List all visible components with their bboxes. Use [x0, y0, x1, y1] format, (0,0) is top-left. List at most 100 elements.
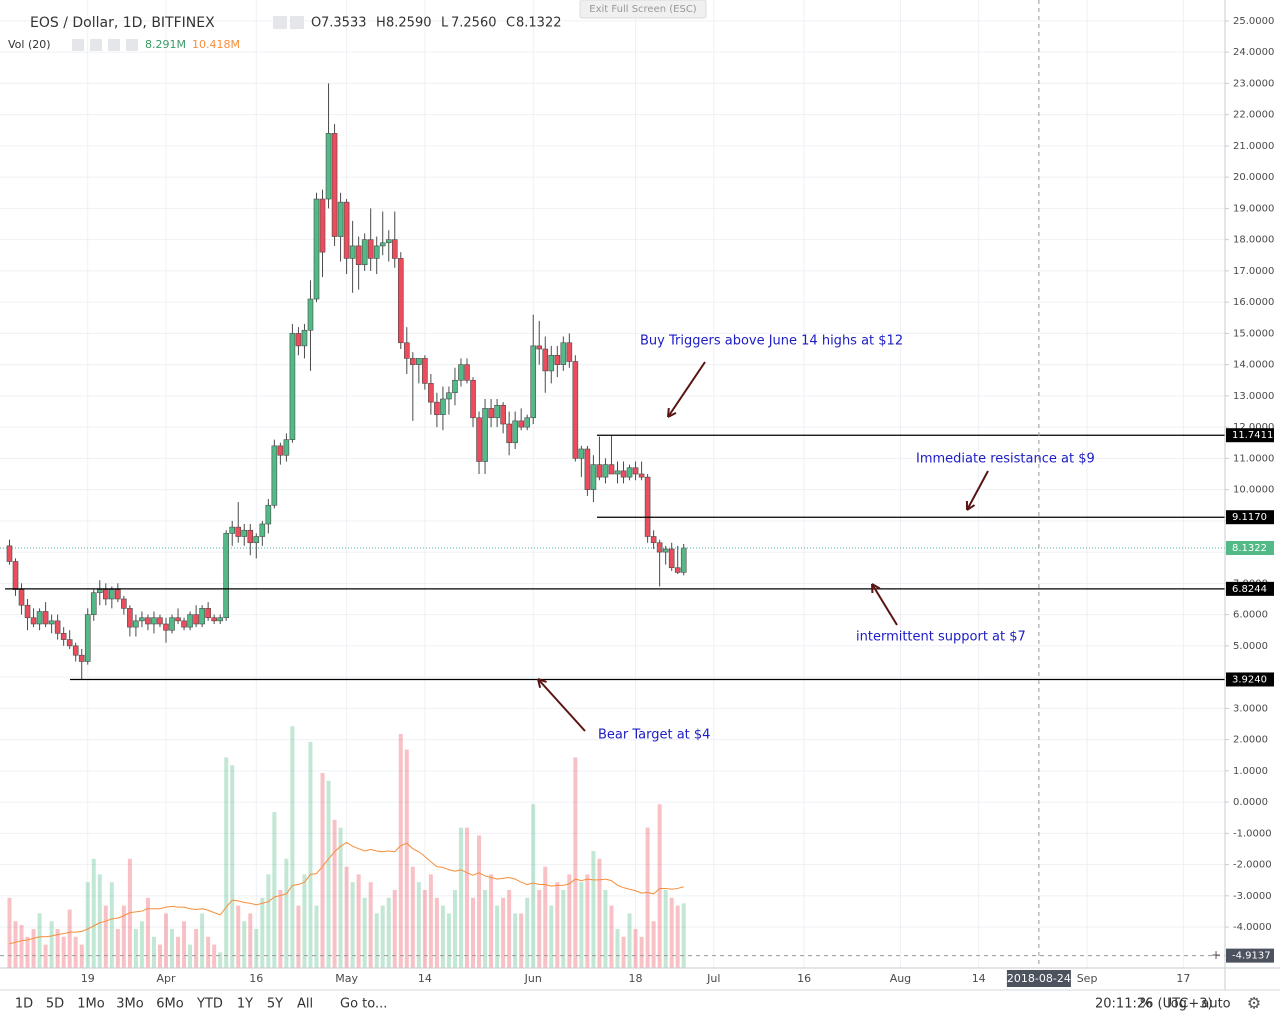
arrow-shaft — [537, 678, 586, 732]
volume-bar — [37, 913, 42, 968]
volume-bar — [446, 913, 451, 968]
y-tick-label: 3.0000 — [1233, 703, 1268, 714]
volume-bar — [266, 874, 271, 968]
volume-bar — [236, 905, 241, 968]
candle-body — [36, 611, 43, 625]
candle-body — [361, 239, 368, 265]
volume-bar — [669, 897, 674, 968]
volume-bar — [603, 890, 608, 968]
volume-bar — [440, 905, 445, 968]
candle-body — [265, 504, 272, 525]
icon — [273, 16, 287, 29]
scale-option[interactable]: % — [1140, 997, 1152, 1012]
candle-body — [428, 383, 434, 403]
candle-body — [163, 623, 169, 631]
volume-bar — [362, 897, 367, 968]
volume-bar — [338, 827, 343, 968]
candle-body — [572, 361, 579, 459]
volume-bar — [434, 897, 439, 968]
volume-ma-line — [9, 841, 684, 945]
candle-body — [548, 354, 555, 372]
candle-body — [181, 620, 187, 628]
volume-bar — [157, 944, 162, 968]
candle-body — [416, 358, 422, 365]
y-tick-label: -4.0000 — [1233, 922, 1272, 933]
candle-body — [452, 379, 458, 394]
volume-bar — [284, 858, 289, 968]
volume-bar — [416, 882, 421, 968]
candle-body — [18, 589, 25, 606]
y-tick-label: 22.0000 — [1233, 110, 1274, 121]
candle-body — [391, 239, 398, 259]
y-tick-label: -1.0000 — [1233, 828, 1272, 839]
volume-bar — [651, 921, 656, 968]
arrow-head — [667, 411, 677, 418]
goto-button[interactable]: Go to... — [340, 997, 387, 1012]
candle-body — [638, 473, 645, 478]
candle-body — [632, 467, 639, 475]
candle-body — [301, 329, 308, 347]
annotation: Immediate resistance at $9 — [916, 452, 1095, 467]
range-button[interactable]: 5Y — [267, 997, 283, 1012]
x-tick-label: 14 — [418, 972, 432, 985]
range-button[interactable]: 5D — [46, 997, 64, 1012]
range-button[interactable]: 3Mo — [116, 997, 143, 1012]
ohlc-key: H — [376, 16, 386, 31]
range-button[interactable]: 1Mo — [77, 997, 104, 1012]
volume-bar — [206, 936, 211, 968]
range-button[interactable]: 1Y — [237, 997, 253, 1012]
candle-body — [139, 617, 145, 622]
scale-option[interactable]: auto — [1201, 997, 1230, 1012]
crosshair-x-label: 2018-08-24 — [1007, 972, 1071, 985]
volume-bar — [525, 897, 530, 968]
candle-body — [42, 611, 49, 625]
exit-fullscreen-button[interactable] — [579, 0, 707, 19]
volume-bar — [380, 905, 385, 968]
y-tick-label: 0.0000 — [1233, 797, 1268, 808]
candle-body — [590, 464, 597, 490]
arrow-head — [667, 407, 670, 418]
volume-bar — [374, 913, 379, 968]
candle-body — [109, 589, 115, 600]
candle-body — [115, 589, 121, 600]
volume-bar — [519, 913, 524, 968]
y-tick-label: -2.0000 — [1233, 860, 1272, 871]
volume-bar — [633, 929, 638, 968]
y-tick-label: 19.0000 — [1233, 203, 1274, 214]
level-label: 11.7411 — [1232, 430, 1273, 441]
range-button[interactable]: All — [297, 997, 313, 1012]
ohlc-value: 7.3533 — [321, 16, 367, 31]
y-tick-label: 6.0000 — [1233, 610, 1268, 621]
candle-body — [608, 464, 615, 475]
volume-bar — [109, 882, 114, 968]
candle-body — [271, 445, 278, 506]
range-button[interactable]: YTD — [196, 997, 223, 1012]
candle-body — [500, 404, 506, 425]
y-tick-label: 12.0000 — [1233, 422, 1274, 433]
volume-bar — [7, 897, 12, 968]
scale-option[interactable]: log — [1167, 997, 1187, 1012]
exit-fullscreen-text[interactable]: Exit Full Screen (ESC) — [589, 4, 697, 15]
range-button[interactable]: 6Mo — [156, 997, 183, 1012]
volume-bar — [392, 890, 397, 968]
candle-body — [410, 358, 416, 365]
arrow-shaft — [871, 583, 898, 626]
candle-body — [12, 561, 19, 590]
volume-bar — [573, 757, 578, 968]
volume-bar — [200, 913, 205, 968]
volume-bar — [242, 921, 247, 968]
candle-body — [78, 654, 85, 662]
volume-bar — [55, 929, 60, 968]
range-button[interactable]: 1D — [15, 997, 33, 1012]
volume-bar — [314, 905, 319, 968]
volume-bar — [404, 749, 409, 968]
volume-bar — [537, 890, 542, 968]
volume-bar — [657, 804, 662, 968]
icon — [90, 39, 102, 51]
arrow-shaft — [667, 361, 706, 418]
volume-bar — [465, 827, 469, 968]
settings-icon[interactable]: ⚙ — [1247, 994, 1261, 1013]
volume-bar — [25, 936, 30, 968]
volume-bar — [531, 804, 536, 968]
candle-body — [506, 423, 512, 444]
